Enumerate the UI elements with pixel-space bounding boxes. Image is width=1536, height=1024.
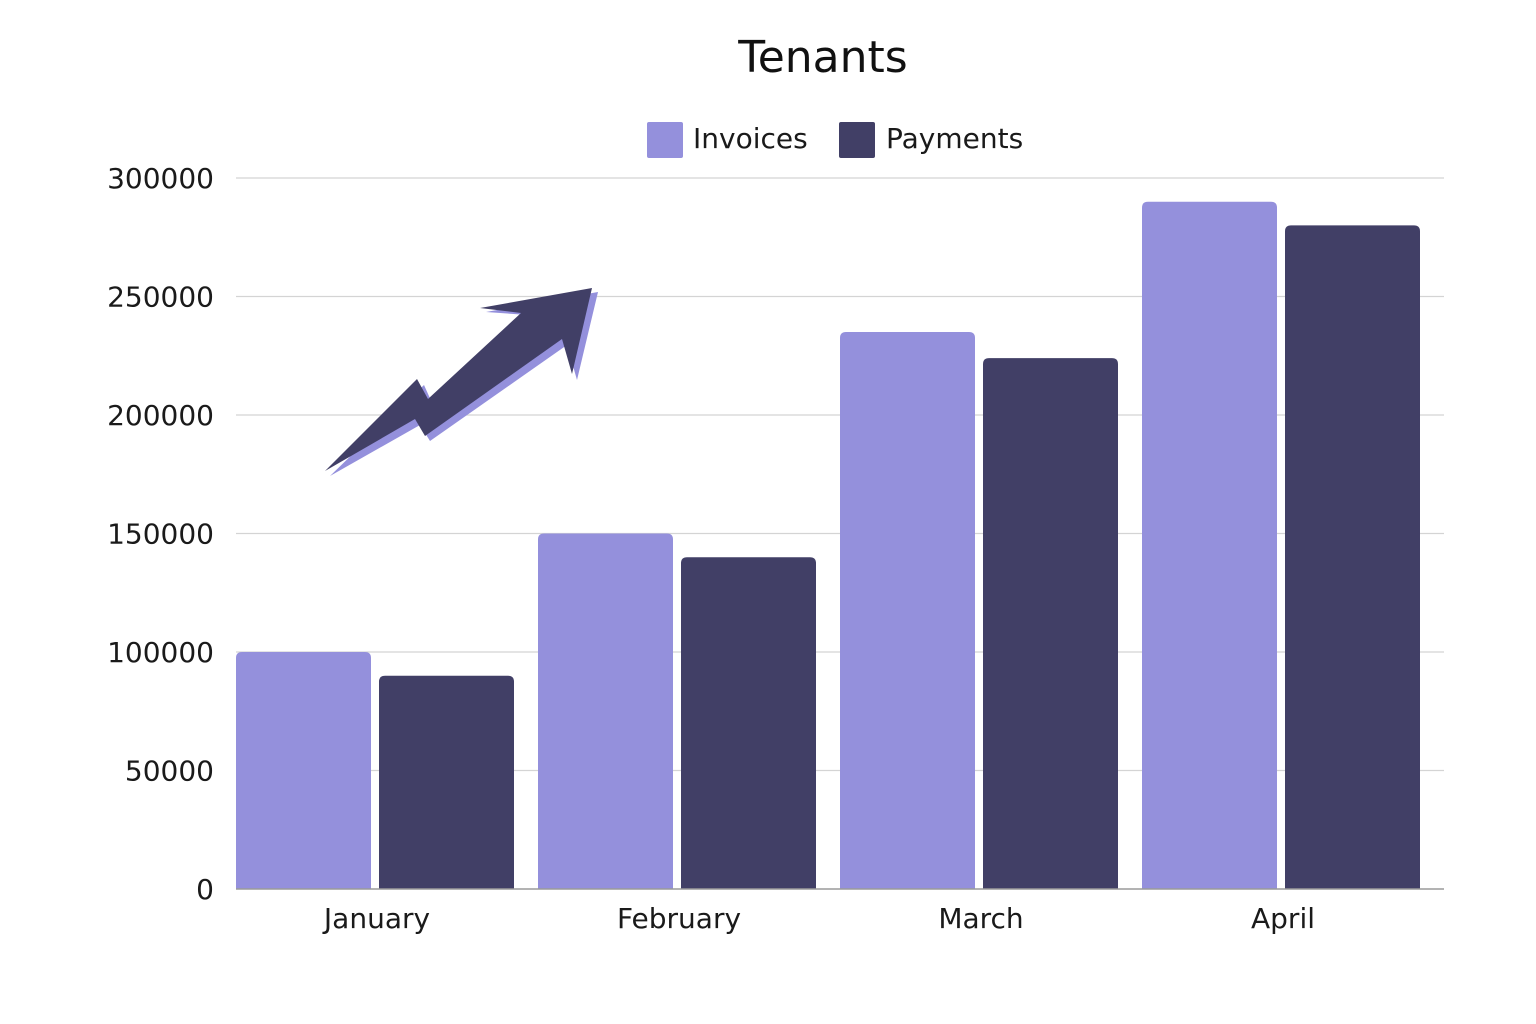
bar-invoices-february [538,533,673,889]
bar-payments-february [681,557,816,889]
trend-arrow-body [325,288,592,471]
bar-invoices-january [236,652,371,889]
x-axis-tick-labels: January February March April [322,902,1315,935]
y-tick-label: 300000 [107,162,214,195]
x-tick-label: March [938,902,1023,935]
legend-label-payments: Payments [886,122,1023,155]
x-tick-label: January [322,902,430,935]
x-tick-label: April [1251,902,1315,935]
y-tick-label: 50000 [125,755,214,788]
x-tick-label: February [617,902,741,935]
bar-payments-january [379,675,514,889]
bar-invoices-march [840,332,975,889]
y-tick-label: 0 [196,873,214,906]
y-tick-label: 250000 [107,281,214,314]
legend-label-invoices: Invoices [693,122,808,155]
y-tick-label: 150000 [107,518,214,551]
y-axis-tick-labels: 0 50000 100000 150000 200000 250000 300000 [107,162,214,906]
trend-up-arrow-icon [325,288,598,476]
legend-swatch-invoices [647,122,683,158]
bar-payments-april [1285,225,1420,889]
bar-invoices-april [1142,201,1277,889]
legend-swatch-payments [839,122,875,158]
chart-title: Tenants [737,32,907,83]
bars [236,201,1420,889]
bar-payments-march [983,358,1118,889]
legend: Invoices Payments [647,122,1023,158]
y-tick-label: 100000 [107,636,214,669]
y-tick-label: 200000 [107,399,214,432]
